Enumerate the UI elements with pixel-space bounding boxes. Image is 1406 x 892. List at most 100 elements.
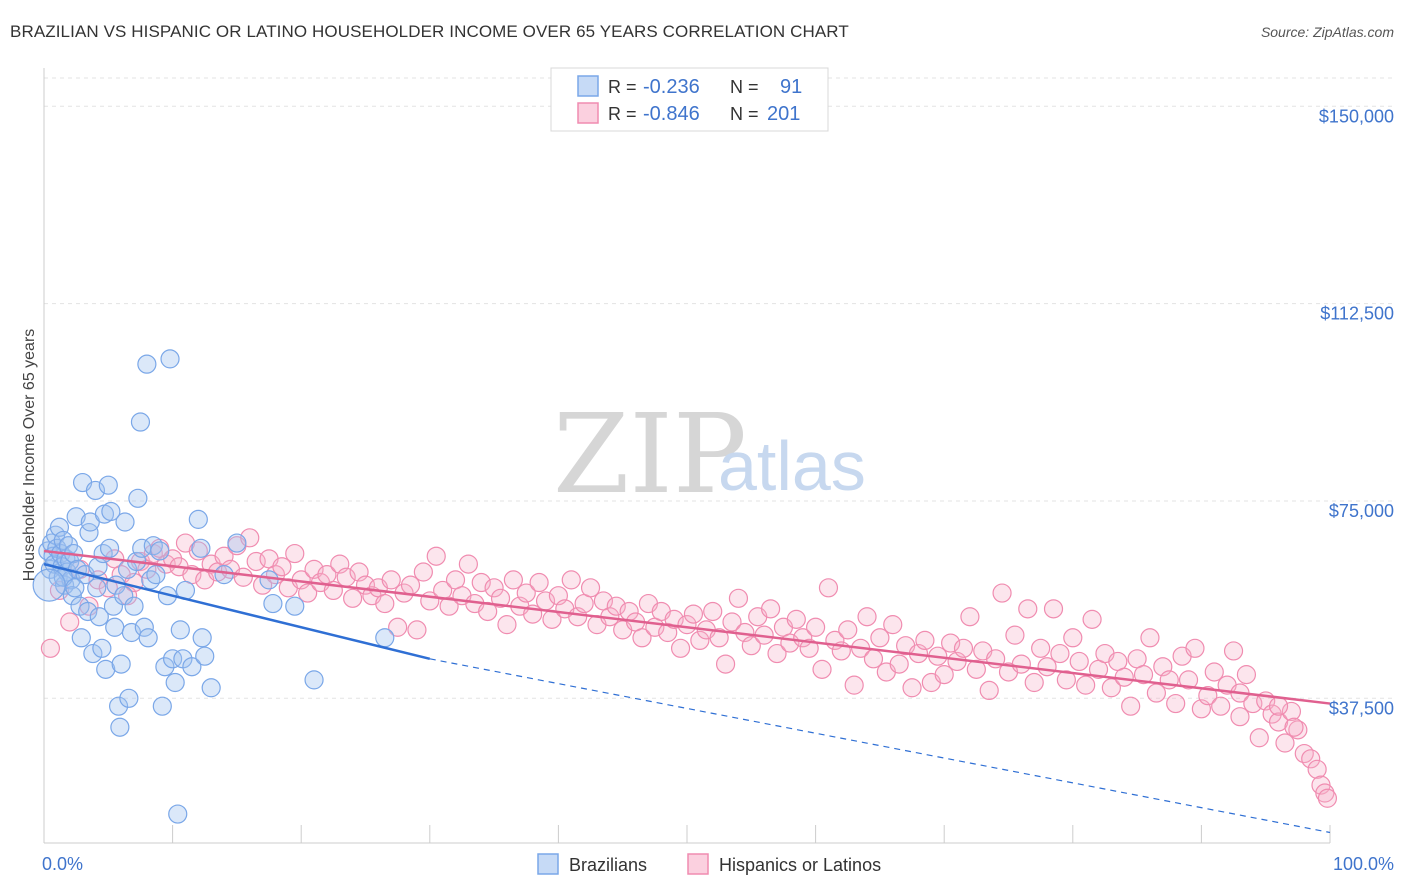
- hispanics-point-155: [1056, 670, 1076, 690]
- x-tick-label-min: 0.0%: [42, 854, 83, 874]
- hispanics-point-139: [953, 638, 974, 658]
- brazilians-point-89: [32, 568, 66, 602]
- hispanics-point-122: [844, 675, 864, 695]
- y-axis-label: Householder Income Over 65 years: [21, 329, 38, 582]
- brazilians-point-38: [98, 475, 118, 495]
- hispanics-point-197: [1317, 788, 1338, 808]
- hispanics-point-199: [1284, 717, 1304, 737]
- hispanics-point-27: [233, 567, 253, 587]
- hispanics-point-37: [298, 583, 318, 603]
- brazilians-points: [32, 349, 395, 824]
- hispanics-point-131: [902, 678, 922, 698]
- hispanics-point-185: [1249, 728, 1269, 748]
- hispanics-point-192: [1294, 743, 1314, 764]
- hispanics-point-148: [1011, 654, 1031, 674]
- hispanics-point-50: [381, 570, 401, 590]
- hispanics-point-89: [632, 628, 652, 648]
- brazilians-point-34: [92, 638, 112, 658]
- hispanics-point-2: [60, 612, 80, 632]
- hispanics-point-147: [1005, 625, 1025, 645]
- hispanics-point-51: [388, 617, 408, 637]
- hispanics-point-149: [1018, 599, 1038, 619]
- brazilians-point-31: [87, 578, 107, 598]
- hispanics-point-179: [1211, 696, 1231, 716]
- brazilians-point-55: [130, 412, 151, 432]
- legend-r-value-hispanics: -0.846: [643, 103, 700, 125]
- hispanics-point-129: [889, 654, 909, 674]
- brazilians-point-40: [101, 501, 121, 522]
- hispanics-point-145: [992, 583, 1012, 603]
- brazilians-point-80: [214, 565, 234, 585]
- source-credit: Source: ZipAtlas.com: [1260, 24, 1394, 40]
- brazilians-point-61: [143, 536, 163, 556]
- hispanics-point-200: [1268, 696, 1289, 716]
- hispanics-point-117: [812, 659, 832, 679]
- hispanics-point-20: [188, 541, 208, 561]
- brazilians-trend-line: [43, 562, 431, 661]
- hispanics-point-71: [516, 583, 536, 603]
- hispanics-point-100: [703, 601, 723, 622]
- legend-swatch-hispanics: [577, 102, 599, 124]
- hispanics-point-175: [1185, 638, 1205, 658]
- brazilians-point-63: [150, 541, 170, 561]
- x-tick-label-max: 100.0%: [1333, 854, 1394, 874]
- brazilians-point-77: [192, 628, 212, 648]
- hispanics-point-133: [915, 630, 935, 651]
- hispanics-point-55: [413, 562, 433, 582]
- brazilians-point-50: [119, 688, 139, 708]
- hispanics-point-118: [818, 578, 839, 598]
- hispanics-point-35: [285, 543, 305, 564]
- brazilians-point-47: [114, 586, 134, 606]
- hispanics-point-159: [1082, 609, 1102, 629]
- hispanics-point-59: [439, 596, 459, 616]
- y-tick-labels: $37,500 $75,000 $112,500 $150,000: [1319, 106, 1394, 718]
- legend-n-value-hispanics: 201: [767, 103, 800, 125]
- hispanics-point-150: [1024, 672, 1044, 693]
- bottom-legend-swatch-hispanics: [687, 853, 709, 875]
- hispanics-point-196: [1315, 783, 1335, 803]
- hispanics-point-66: [484, 578, 504, 598]
- brazilians-point-78: [195, 646, 215, 666]
- hispanics-point-154: [1050, 643, 1070, 664]
- hispanics-point-69: [503, 570, 523, 590]
- hispanics-point-78: [561, 570, 581, 590]
- brazilians-point-83: [263, 593, 283, 614]
- bottom-legend-label-brazilians: Brazilians: [569, 855, 647, 875]
- hispanics-point-124: [857, 607, 877, 627]
- brazilians-point-85: [304, 670, 324, 690]
- brazilians-point-20: [66, 507, 86, 527]
- hispanics-point-190: [1281, 701, 1302, 722]
- brazilians-point-57: [134, 617, 154, 637]
- hispanics-point-81: [580, 578, 601, 598]
- hispanics-point-143: [979, 680, 999, 701]
- watermark-atlas: atlas: [718, 427, 866, 505]
- hispanics-point-121: [838, 620, 858, 640]
- hispanics-point-85: [606, 596, 626, 616]
- brazilians-point-39: [99, 538, 120, 558]
- chart-title: BRAZILIAN VS HISPANIC OR LATINO HOUSEHOL…: [10, 22, 849, 41]
- hispanics-point-177: [1198, 686, 1218, 706]
- brazilians-point-62: [146, 565, 166, 585]
- brazilians-point-33: [89, 607, 109, 627]
- brazilians-point-23: [71, 628, 91, 648]
- hispanics-point-113: [786, 609, 806, 629]
- hispanics-point-188: [1268, 712, 1289, 732]
- y-tick-label-2: $112,500: [1320, 304, 1394, 324]
- hispanics-point-28: [240, 528, 260, 548]
- y-tick-label-3: $150,000: [1319, 106, 1394, 126]
- hispanics-trend-line: [43, 549, 1331, 705]
- hispanics-point-187: [1262, 704, 1282, 724]
- brazilians-point-52: [124, 596, 144, 616]
- hispanics-point-116: [805, 617, 826, 637]
- hispanics-point-183: [1236, 665, 1257, 685]
- hispanics-point-168: [1140, 628, 1160, 648]
- axes: [43, 68, 1331, 844]
- hispanics-point-151: [1031, 638, 1051, 658]
- brazilians-point-27: [79, 522, 99, 543]
- hispanics-point-165: [1121, 696, 1141, 716]
- hispanics-point-157: [1069, 651, 1089, 672]
- hispanics-point-33: [272, 557, 292, 577]
- watermark-zip: ZIP: [553, 390, 747, 518]
- hispanics-point-167: [1133, 665, 1154, 685]
